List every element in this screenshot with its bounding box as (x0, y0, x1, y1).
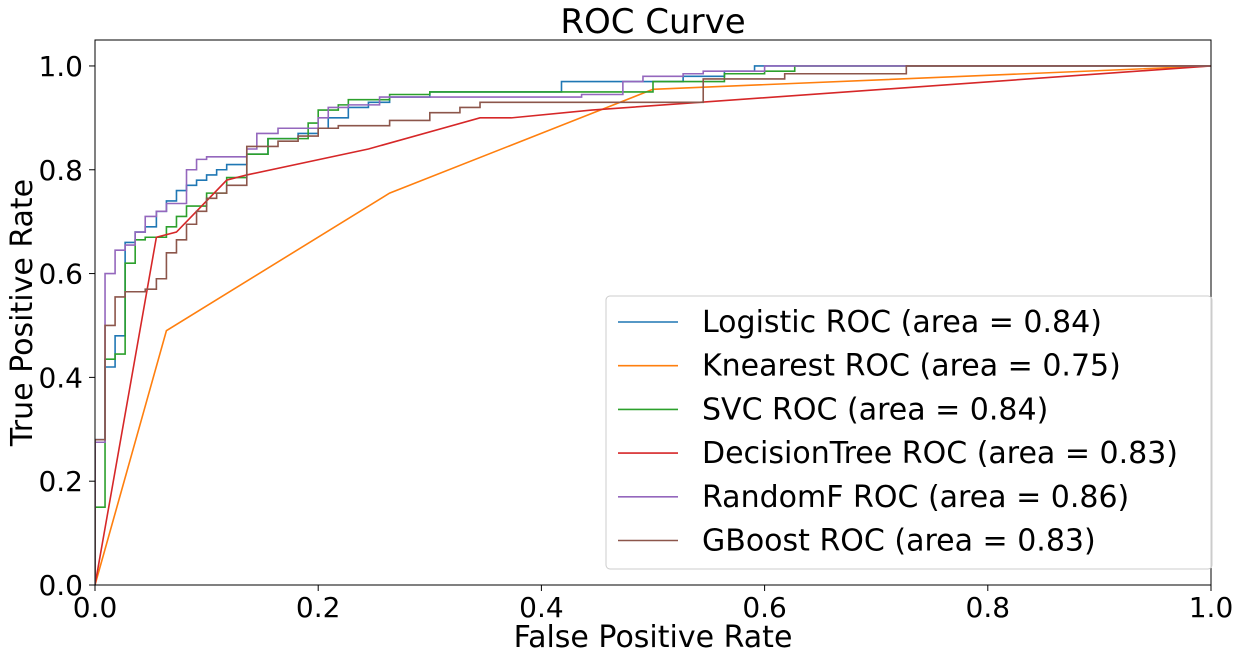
y-tick-label: 1.0 (38, 50, 83, 83)
x-tick-label: 0.2 (296, 591, 341, 624)
series-line-4 (95, 65, 1211, 585)
legend: Logistic ROC (area = 0.84) Knearest ROC (… (605, 295, 1213, 570)
y-tick-label: 0.6 (38, 258, 83, 291)
x-tick-label: 0.0 (73, 591, 118, 624)
legend-entry-3: DecisionTree ROC (area = 0.83) (702, 436, 1178, 471)
x-tick-label: 0.4 (519, 591, 564, 624)
legend-box (605, 295, 1213, 570)
legend-entry-0: Logistic ROC (area = 0.84) (702, 305, 1102, 340)
series-line-1 (95, 65, 1211, 585)
y-tick-label: 0.2 (38, 465, 83, 498)
x-tick-label: 0.6 (742, 591, 787, 624)
y-tick-label: 0.4 (38, 361, 83, 394)
legend-entry-2: SVC ROC (area = 0.84) (702, 392, 1048, 427)
series-group (95, 65, 1211, 585)
y-axis-label: True Positive Rate (5, 179, 40, 447)
legend-entry-1: Knearest ROC (area = 0.75) (702, 349, 1121, 384)
series-line-3 (95, 65, 1211, 585)
y-tick-label: 0.0 (38, 569, 83, 602)
x-axis-ticks: 0.0 0.2 0.4 0.6 0.8 1.0 (73, 585, 1234, 624)
series-line-5 (95, 65, 1211, 585)
x-axis-label: False Positive Rate (514, 620, 793, 655)
chart-title: ROC Curve (560, 2, 745, 42)
legend-entry-4: RandomF ROC (area = 0.86) (702, 480, 1129, 515)
y-axis-ticks: 0.0 0.2 0.4 0.6 0.8 1.0 (38, 50, 95, 602)
y-tick-label: 0.8 (38, 154, 83, 187)
x-tick-label: 0.8 (966, 591, 1011, 624)
legend-entry-5: GBoost ROC (area = 0.83) (702, 524, 1096, 559)
x-tick-label: 1.0 (1189, 591, 1234, 624)
